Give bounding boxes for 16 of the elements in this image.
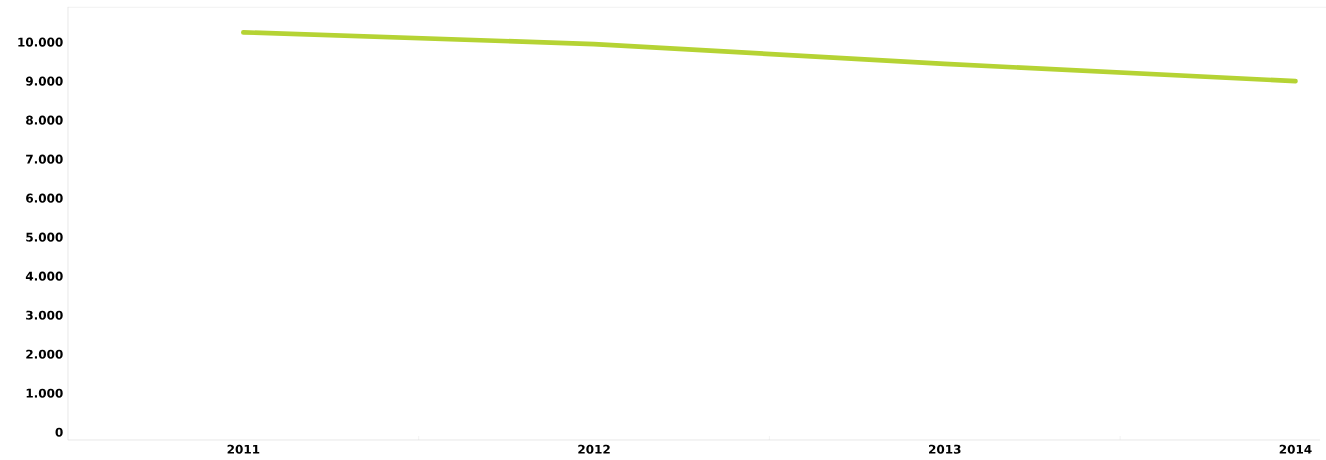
y-tick-label: 8.000 (26, 115, 63, 125)
y-tick-label: 3.000 (26, 310, 63, 320)
y-tick-label: 0 (55, 427, 63, 437)
y-tick-label: 4.000 (25, 271, 63, 281)
y-tick-label: 5.000 (26, 232, 63, 242)
y-tick-label: 9.000 (25, 76, 63, 86)
x-tick-label: 2011 (227, 444, 260, 454)
y-tick-label: 7.000 (26, 154, 63, 164)
y-tick-label: 10.000 (18, 37, 63, 47)
y-tick-label: 2.000 (26, 349, 63, 359)
line-series (241, 30, 1298, 84)
x-tick-label: 2013 (929, 444, 961, 454)
y-tick-label: 6.000 (26, 193, 63, 203)
y-tick-label: 1.000 (26, 388, 63, 398)
x-tick-label: 2014 (1279, 444, 1312, 454)
x-tick-label: 2012 (578, 444, 610, 454)
